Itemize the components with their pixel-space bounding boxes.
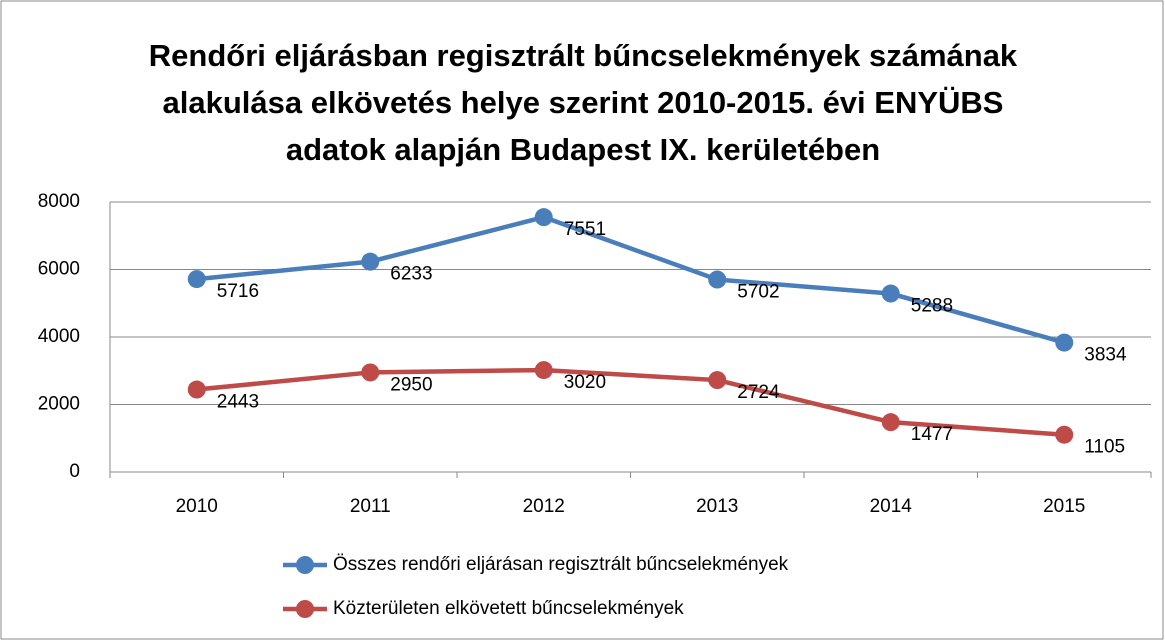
data-label: 2724 bbox=[737, 382, 780, 403]
legend-marker bbox=[296, 600, 314, 618]
point bbox=[187, 270, 206, 289]
point bbox=[1055, 333, 1074, 352]
chart-title: adatok alapján Budapest IX. kerületében bbox=[286, 132, 880, 167]
data-label: 2950 bbox=[390, 374, 432, 395]
x-tick-label: 2012 bbox=[523, 496, 565, 517]
chart-title: alakulása elkövetés helye szerint 2010-2… bbox=[163, 85, 1004, 120]
chart-title: Rendőri eljárásban regisztrált bűncselek… bbox=[149, 38, 1018, 73]
point bbox=[187, 380, 206, 399]
y-tick-label: 4000 bbox=[38, 326, 80, 347]
point bbox=[881, 413, 900, 432]
point bbox=[708, 270, 727, 289]
series-line bbox=[196, 367, 1065, 437]
legend-marker bbox=[296, 556, 314, 574]
x-tick-label: 2014 bbox=[870, 496, 913, 517]
point bbox=[1055, 425, 1074, 444]
x-tick-label: 2015 bbox=[1043, 496, 1085, 517]
data-label: 7551 bbox=[564, 219, 606, 240]
data-label: 1105 bbox=[1084, 437, 1125, 458]
y-tick-label: 0 bbox=[69, 461, 80, 482]
y-tick-label: 2000 bbox=[38, 394, 80, 415]
legend-label: Összes rendőri eljárásan regisztrált bűn… bbox=[333, 554, 789, 575]
data-label: 3020 bbox=[564, 372, 606, 393]
series-line bbox=[196, 214, 1065, 345]
point bbox=[361, 252, 380, 271]
x-tick-label: 2010 bbox=[176, 496, 218, 517]
data-label: 5288 bbox=[911, 296, 953, 317]
data-label: 2443 bbox=[217, 392, 259, 413]
legend-label: Közterületen elkövetett bűncselekmények bbox=[333, 598, 684, 619]
point bbox=[361, 363, 380, 382]
y-tick-label: 6000 bbox=[38, 259, 80, 280]
data-label: 6233 bbox=[390, 264, 432, 285]
data-label: 1477 bbox=[911, 424, 953, 445]
data-label: 5702 bbox=[737, 282, 779, 303]
x-tick-label: 2011 bbox=[350, 496, 391, 517]
point bbox=[534, 208, 553, 227]
y-tick-label: 8000 bbox=[38, 191, 80, 212]
data-label: 3834 bbox=[1084, 345, 1127, 366]
data-label: 5716 bbox=[217, 281, 259, 302]
x-tick-label: 2013 bbox=[696, 496, 738, 517]
point bbox=[534, 361, 553, 380]
point bbox=[708, 371, 727, 390]
point bbox=[881, 284, 900, 303]
